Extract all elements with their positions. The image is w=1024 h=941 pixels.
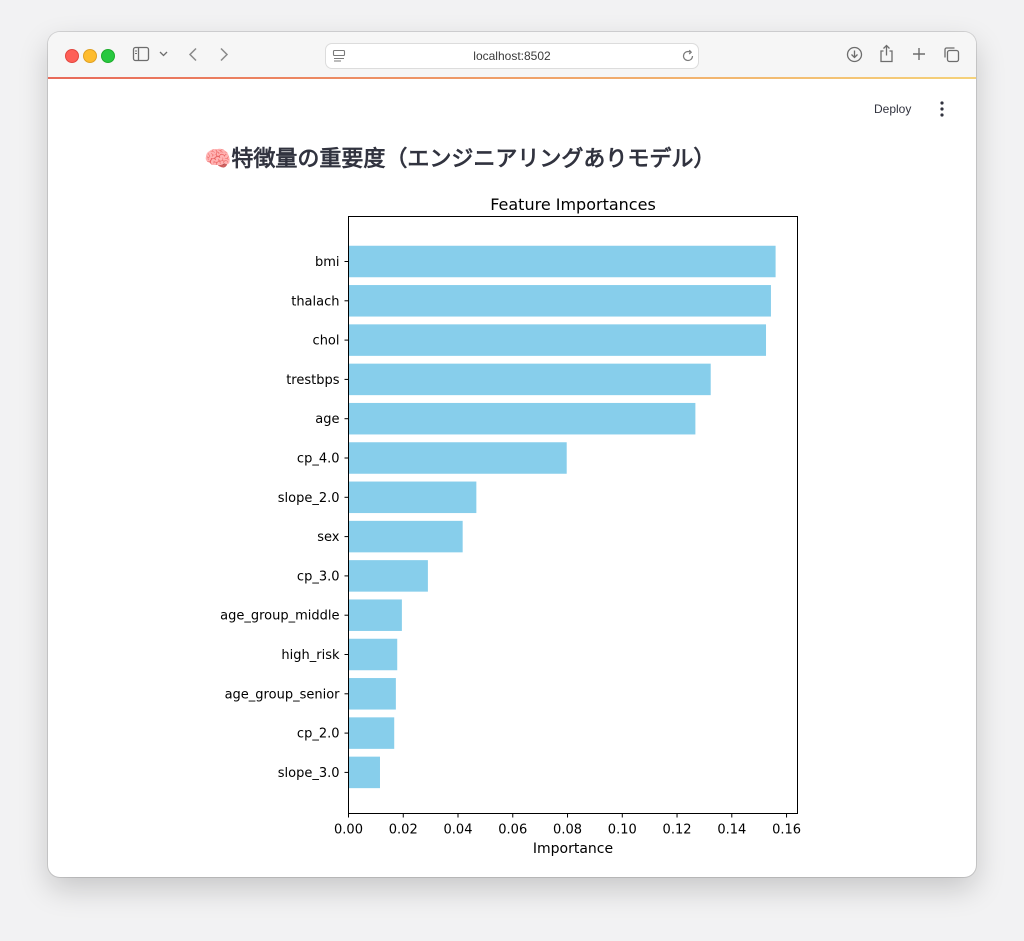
bar-thalach	[348, 285, 771, 317]
download-icon[interactable]	[846, 46, 863, 63]
y-tick-label: age_group_middle	[220, 609, 339, 624]
browser-toolbar: localhost:8502	[48, 32, 976, 78]
brain-icon: 🧠	[204, 147, 232, 172]
browser-window: localhost:8502 Deploy	[48, 32, 976, 877]
tabs-overview-icon[interactable]	[943, 46, 960, 63]
y-tick-label: chol	[313, 334, 340, 349]
bar-age	[348, 402, 696, 435]
y-axis-ticks: bmi thalach chol trestbps age cp_4.0 slope_2.0…	[220, 255, 349, 781]
x-tick-label: 0.10	[608, 823, 637, 838]
x-axis-label: Importance	[533, 841, 613, 857]
deploy-button[interactable]: Deploy	[874, 102, 912, 116]
bar-slope_2.0	[348, 481, 477, 514]
page-title: 🧠特徴量の重要度（エンジニアリングありモデル）	[204, 142, 715, 178]
x-tick-label: 0.06	[498, 823, 527, 838]
bar-age_group_senior	[348, 678, 396, 710]
y-tick-label: thalach	[291, 294, 339, 309]
bar-age_group_middle	[348, 599, 402, 631]
bar-chol	[348, 324, 767, 356]
bar-high_risk	[348, 638, 398, 671]
x-tick-label: 0.12	[663, 823, 692, 838]
bar-sex	[348, 520, 463, 553]
chart-title: Feature Importances	[490, 195, 656, 214]
page-title-text: 特徴量の重要度（エンジニアリングありモデル）	[231, 147, 716, 172]
x-tick-label: 0.08	[553, 823, 582, 838]
feature-importance-chart: Feature Importances bmi thalach chol trestb…	[220, 195, 801, 857]
y-tick-label: cp_4.0	[297, 452, 340, 467]
address-text: localhost:8502	[473, 49, 551, 63]
bar-bmi	[348, 245, 776, 278]
back-icon[interactable]	[188, 47, 198, 62]
x-tick-label: 0.04	[444, 823, 473, 838]
forward-icon[interactable]	[219, 47, 229, 62]
x-tick-label: 0.16	[772, 823, 801, 838]
main-menu-icon[interactable]	[934, 99, 950, 119]
x-tick-label: 0.00	[334, 823, 363, 838]
bar-trestbps	[348, 363, 711, 396]
y-tick-label: cp_2.0	[297, 727, 340, 742]
zoom-window-button[interactable]	[101, 49, 115, 63]
y-tick-label: age_group_senior	[225, 687, 341, 702]
page-load-bar	[48, 77, 976, 79]
chevron-down-icon[interactable]	[159, 51, 168, 57]
sidebar-icon[interactable]	[132, 46, 150, 62]
y-tick-label: trestbps	[286, 373, 340, 388]
reload-icon[interactable]	[681, 49, 695, 63]
x-tick-label: 0.02	[389, 823, 418, 838]
x-axis-ticks: 0.00 0.02 0.04 0.06 0.08 0.10 0.12 0.14 0.16	[334, 813, 801, 838]
bars-group	[348, 245, 776, 789]
x-tick-label: 0.14	[717, 823, 746, 838]
address-bar[interactable]: localhost:8502	[325, 43, 699, 69]
y-tick-label: age	[315, 412, 339, 427]
y-tick-label: bmi	[315, 255, 340, 270]
bar-cp_3.0	[348, 560, 428, 592]
y-tick-label: sex	[317, 530, 340, 545]
y-tick-label: slope_2.0	[278, 491, 340, 506]
close-window-button[interactable]	[65, 49, 79, 63]
bar-cp_2.0	[348, 717, 395, 749]
minimize-window-button[interactable]	[83, 49, 97, 63]
page-icon	[332, 49, 346, 62]
bar-cp_4.0	[348, 442, 567, 474]
share-icon[interactable]	[879, 44, 894, 63]
bar-slope_3.0	[348, 756, 380, 789]
y-tick-label: slope_3.0	[278, 766, 340, 781]
plot-frame	[348, 216, 798, 814]
y-tick-label: cp_3.0	[297, 569, 340, 584]
new-tab-icon[interactable]	[912, 47, 926, 61]
y-tick-label: high_risk	[281, 648, 340, 663]
